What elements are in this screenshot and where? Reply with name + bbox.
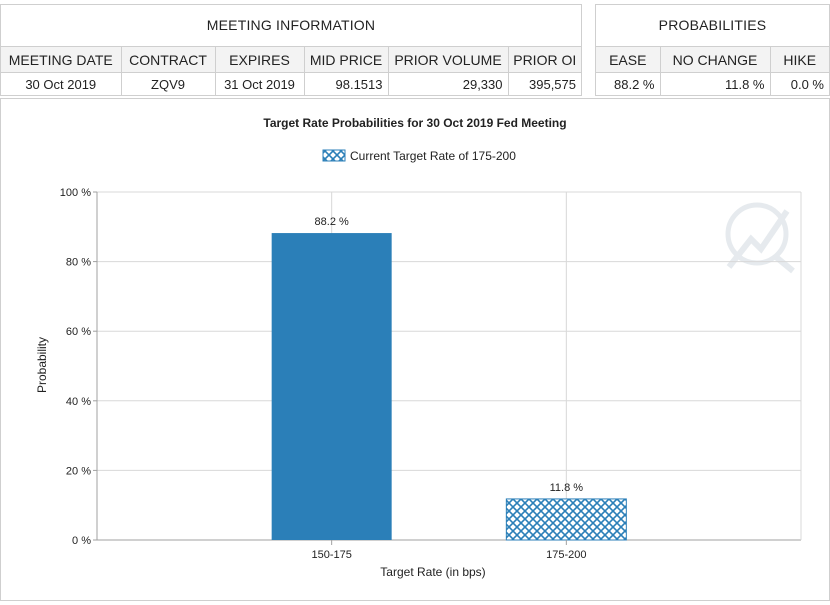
header-ease: EASE xyxy=(596,47,661,73)
meeting-data-row: 30 Oct 2019 ZQV9 31 Oct 2019 98.1513 29,… xyxy=(1,72,581,95)
bar-value-label: 88.2 % xyxy=(315,216,349,228)
meeting-information-title: MEETING INFORMATION xyxy=(1,5,581,47)
header-expires: EXPIRES xyxy=(215,47,305,73)
meeting-header-row: MEETING DATE CONTRACT EXPIRES MID PRICE … xyxy=(1,47,581,73)
prior-oi-value: 395,575 xyxy=(529,76,576,92)
probabilities-panel: PROBABILITIES EASE NO CHANGE HIKE 88.2 %… xyxy=(595,4,830,96)
expires-value: 31 Oct 2019 xyxy=(215,72,305,95)
header-contract: CONTRACT xyxy=(121,47,216,73)
chart-container: Target Rate Probabilities for 30 Oct 201… xyxy=(0,98,830,601)
bars: 88.2 % 11.8 % xyxy=(271,216,627,541)
contract-value: ZQV9 xyxy=(121,72,216,95)
probabilities-header-row: EASE NO CHANGE HIKE xyxy=(596,47,829,73)
meeting-information-table: MEETING DATE CONTRACT EXPIRES MID PRICE … xyxy=(1,47,581,95)
y-tick-label: 100 % xyxy=(60,187,91,199)
target-rate-chart: Target Rate Probabilities for 30 Oct 201… xyxy=(35,116,802,579)
header-meeting-date: MEETING DATE xyxy=(1,47,122,73)
y-tick-label: 80 % xyxy=(66,257,91,269)
header-hike: HIKE xyxy=(770,47,829,73)
prior-volume-value: 29,330 xyxy=(388,72,509,95)
chart-title: Target Rate Probabilities for 30 Oct 201… xyxy=(263,116,566,130)
legend-label: Current Target Rate of 175-200 xyxy=(350,149,516,163)
x-axis-label: Target Rate (in bps) xyxy=(380,565,485,579)
probabilities-data-row: 88.2 % 11.8 % 0.0 % xyxy=(596,72,829,95)
y-tick-label: 0 % xyxy=(72,535,91,547)
grid-lines xyxy=(96,191,802,541)
chart-legend[interactable]: Current Target Rate of 175-200 xyxy=(322,149,516,163)
bar-150-175[interactable] xyxy=(271,233,392,540)
y-axis-label: Probability xyxy=(35,337,49,393)
y-tick-label: 20 % xyxy=(66,465,91,477)
no-change-value: 11.8 % xyxy=(660,72,771,95)
ease-value: 88.2 % xyxy=(596,72,661,95)
watermark-logo xyxy=(725,202,795,274)
meeting-date-value: 30 Oct 2019 xyxy=(1,72,122,95)
x-tick-label: 150-175 xyxy=(311,549,351,561)
x-tick-label: 175-200 xyxy=(546,549,586,561)
legend-swatch xyxy=(322,149,346,162)
y-tick-label: 60 % xyxy=(66,326,91,338)
bar-175-200[interactable] xyxy=(505,498,627,541)
meeting-information-panel: MEETING INFORMATION MEETING DATE CONTRAC… xyxy=(0,4,582,96)
probabilities-table: EASE NO CHANGE HIKE 88.2 % 11.8 % 0.0 % xyxy=(596,47,829,95)
bar-value-label: 11.8 % xyxy=(550,482,584,494)
header-prior-oi: PRIOR OI xyxy=(508,47,581,73)
hike-value: 0.0 % xyxy=(790,76,824,92)
x-axis-ticks: 150-175 175-200 xyxy=(311,540,587,561)
header-mid-price: MID PRICE xyxy=(304,47,389,73)
header-no-change: NO CHANGE xyxy=(660,47,771,73)
y-axis-ticks: 0 % 20 % 40 % 60 % 80 % 100 % xyxy=(60,187,97,547)
y-tick-label: 40 % xyxy=(66,396,91,408)
mid-price-value: 98.1513 xyxy=(304,72,389,95)
header-prior-volume: PRIOR VOLUME xyxy=(388,47,509,73)
probabilities-title: PROBABILITIES xyxy=(596,5,829,47)
